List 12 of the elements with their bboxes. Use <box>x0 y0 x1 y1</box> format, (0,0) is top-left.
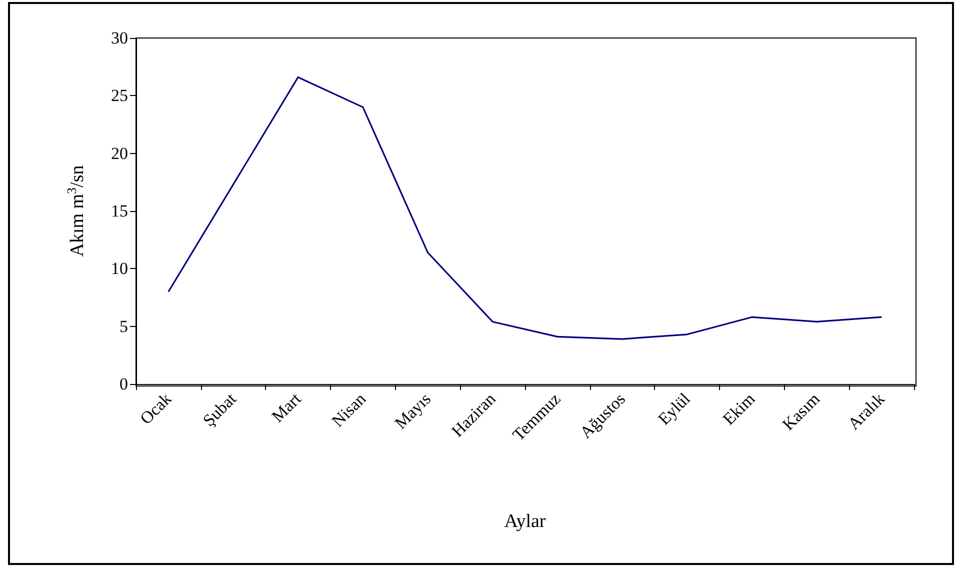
y-tick-label: 10 <box>111 259 128 278</box>
y-tick-label: 15 <box>111 202 128 220</box>
y-axis-title: Akım m3/sn <box>64 164 88 257</box>
y-tick-label: 5 <box>120 316 128 336</box>
y-tick-label: 0 <box>120 374 128 394</box>
x-tick-label: Mart <box>268 389 305 426</box>
x-tick-label: Ocak <box>136 388 176 428</box>
y-tick-label: 25 <box>111 86 128 106</box>
y-tick-label: 30 <box>111 28 128 48</box>
x-axis-title: Aylar <box>504 511 546 532</box>
line-series <box>168 76 882 340</box>
y-tick-label: 20 <box>111 144 128 163</box>
